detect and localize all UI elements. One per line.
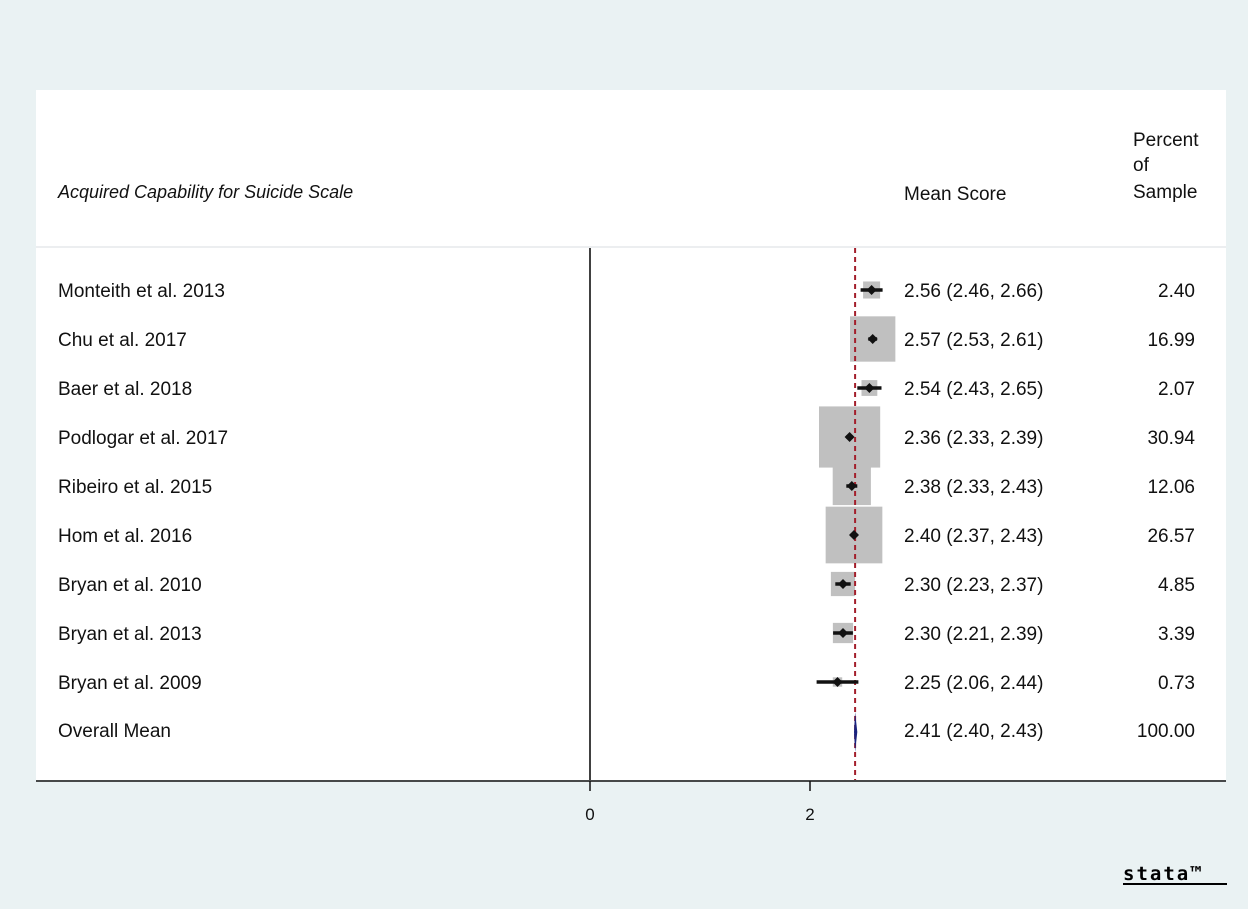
weight-text: 2.40 [1158,281,1195,302]
study-label: Ribeiro et al. 2015 [58,477,212,498]
weight-text: 12.06 [1147,477,1195,498]
estimate-header: Mean Score [904,184,1006,205]
overall-diamond [854,712,858,752]
ci-text: 2.36 (2.33, 2.39) [904,428,1043,449]
stata-logo: stata™ [1123,863,1227,885]
point-estimate [864,383,875,393]
weight-text: 3.39 [1158,624,1195,645]
study-label: Overall Mean [58,721,171,742]
weight-header-line-3: Sample [1133,182,1197,203]
ci-text: 2.38 (2.33, 2.43) [904,477,1043,498]
ci-text: 2.41 (2.40, 2.43) [904,721,1043,742]
study-label: Baer et al. 2018 [58,379,192,400]
study-label: Bryan et al. 2009 [58,673,202,694]
weight-header-line-1: Percent [1133,130,1199,151]
point-estimate [866,285,877,295]
study-label: Hom et al. 2016 [58,526,192,547]
weight-text: 0.73 [1158,673,1195,694]
study-label: Monteith et al. 2013 [58,281,225,302]
ci-text: 2.30 (2.21, 2.39) [904,624,1043,645]
ci-marks [816,285,883,752]
point-estimate [844,432,855,442]
weight-text: 2.07 [1158,379,1195,400]
ci-text: 2.25 (2.06, 2.44) [904,673,1043,694]
weight-text: 30.94 [1147,428,1195,449]
weight-header-line-2: of [1133,155,1150,176]
study-label: Podlogar et al. 2017 [58,428,228,449]
plot-region [36,90,1226,780]
ci-text: 2.57 (2.53, 2.61) [904,330,1043,351]
row-texts: Monteith et al. 2013 2.56 (2.46, 2.66) 2.4… [58,281,1195,742]
point-estimate [838,579,848,589]
point-estimate [846,481,857,491]
point-estimate [867,334,878,344]
study-label: Bryan et al. 2013 [58,624,202,645]
chart-title: Acquired Capability for Suicide Scale [57,182,353,202]
point-estimate [832,677,843,687]
x-tick-label: 2 [805,805,814,824]
weight-text: 100.00 [1137,721,1195,742]
ci-text: 2.56 (2.46, 2.66) [904,281,1043,302]
ci-text: 2.30 (2.23, 2.37) [904,575,1043,596]
study-label: Bryan et al. 2010 [58,575,202,596]
weight-text: 26.57 [1147,526,1195,547]
weight-text: 16.99 [1147,330,1195,351]
x-tick-label: 0 [585,805,594,824]
ci-text: 2.54 (2.43, 2.65) [904,379,1043,400]
point-estimate [849,530,859,540]
ci-text: 2.40 (2.37, 2.43) [904,526,1043,547]
weight-text: 4.85 [1158,575,1195,596]
study-label: Chu et al. 2017 [58,330,187,351]
stata-logo-text: stata™ [1123,863,1204,885]
point-estimate [838,628,848,638]
